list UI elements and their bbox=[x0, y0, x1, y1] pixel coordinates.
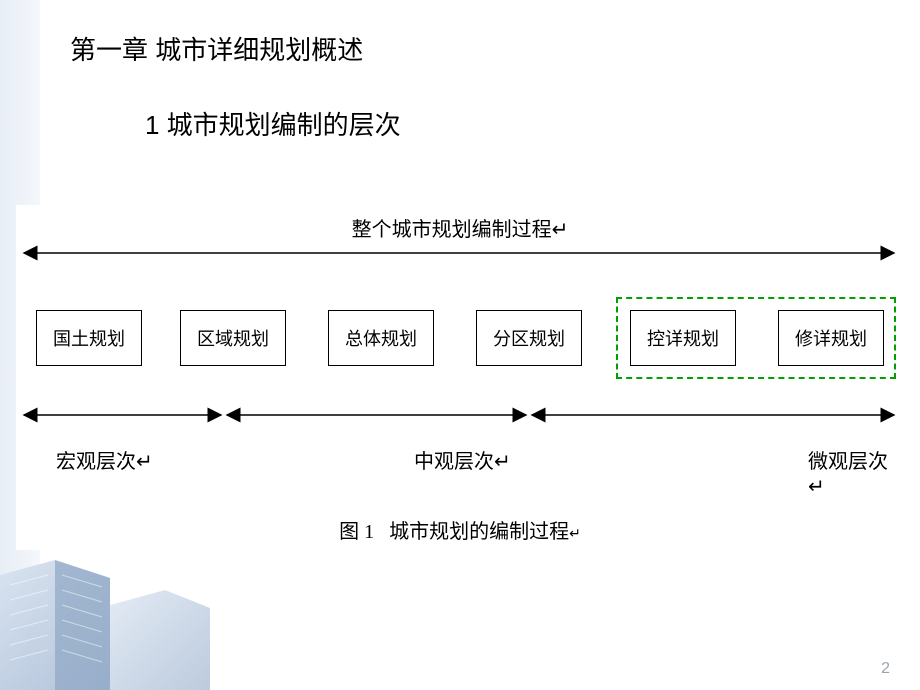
bottom-building-graphic bbox=[0, 560, 920, 690]
caption-text: 城市规划的编制过程 bbox=[389, 521, 569, 543]
page-number: 2 bbox=[881, 660, 890, 678]
box-label: 总体规划 bbox=[345, 325, 417, 351]
box-label: 国土规划 bbox=[53, 325, 125, 351]
level-macro: 宏观层次↵ bbox=[56, 445, 153, 474]
caption-prefix: 图 1 bbox=[339, 521, 374, 543]
box-kongxiang: 控详规划 bbox=[630, 310, 736, 366]
box-label: 分区规划 bbox=[493, 325, 565, 351]
box-xiuxiang: 修详规划 bbox=[778, 310, 884, 366]
level-meso: 中观层次↵ bbox=[414, 445, 511, 474]
box-fenqu: 分区规划 bbox=[476, 310, 582, 366]
box-quyu: 区域规划 bbox=[180, 310, 286, 366]
box-label: 区域规划 bbox=[197, 325, 269, 351]
cursor-glyph: ↵ bbox=[494, 451, 511, 473]
chapter-title: 第一章 城市详细规划概述 bbox=[70, 30, 363, 67]
section-title: 1 城市规划编制的层次 bbox=[145, 105, 401, 142]
diagram-caption: 图 1 城市规划的编制过程↵ bbox=[16, 515, 904, 544]
cursor-glyph: ↵ bbox=[569, 527, 581, 542]
planning-boxes-row: 国土规划 区域规划 总体规划 分区规划 控详规划 修详规划 bbox=[16, 310, 904, 370]
box-label: 控详规划 bbox=[647, 325, 719, 351]
level-label-text: 宏观层次 bbox=[56, 451, 136, 473]
level-micro: 微观层次 ↵ bbox=[808, 445, 904, 499]
box-zongti: 总体规划 bbox=[328, 310, 434, 366]
box-guotu: 国土规划 bbox=[36, 310, 142, 366]
planning-process-diagram: 整个城市规划编制过程↵ 国土规划 区域规划 总体规划 分区规划 控详规划 修详规… bbox=[16, 205, 904, 550]
level-label-text: 中观层次 bbox=[414, 451, 494, 473]
cursor-glyph: ↵ bbox=[808, 476, 825, 498]
box-label: 修详规划 bbox=[795, 325, 867, 351]
cursor-glyph: ↵ bbox=[136, 451, 153, 473]
level-label-text: 微观层次 bbox=[808, 451, 888, 473]
